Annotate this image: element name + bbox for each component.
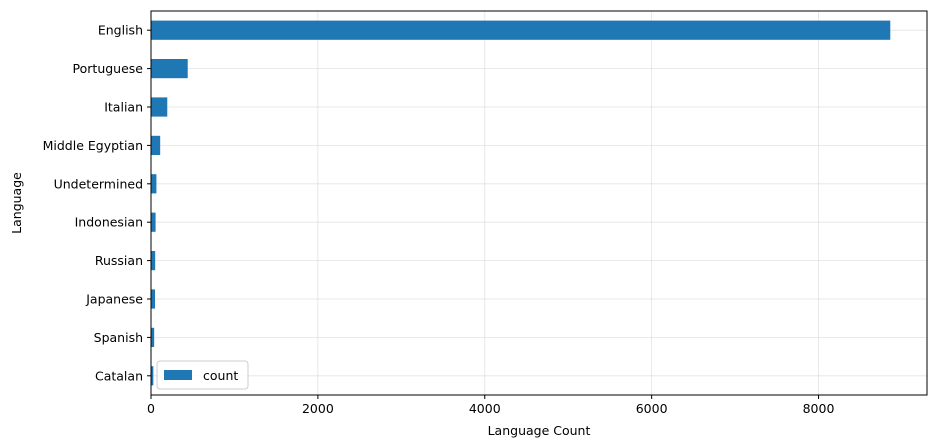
x-tick-label: 0	[147, 401, 155, 416]
legend-swatch	[164, 370, 192, 380]
y-tick-label: Middle Egyptian	[43, 138, 143, 153]
bar	[151, 289, 156, 309]
y-axis-label: Language	[9, 172, 24, 234]
bar	[151, 212, 156, 232]
bar	[151, 327, 155, 347]
bar	[151, 59, 188, 79]
y-axis-ticks: English Portuguese Italian Middle Egyptian U…	[43, 23, 151, 383]
x-axis-ticks: 0 2000 4000 6000 8000	[147, 395, 834, 416]
x-tick-label: 8000	[803, 401, 835, 416]
legend-label: count	[203, 368, 238, 383]
y-tick-label: Italian	[104, 100, 143, 115]
y-tick-label: Indonesian	[75, 215, 143, 230]
y-tick-label: Spanish	[94, 330, 143, 345]
y-tick-label: English	[98, 23, 143, 38]
plot-frame	[150, 10, 928, 396]
legend: count	[156, 360, 249, 390]
x-tick-label: 2000	[302, 401, 334, 416]
bar	[151, 174, 157, 194]
y-tick-label: Portuguese	[73, 61, 144, 76]
bar	[151, 20, 891, 40]
bar	[151, 366, 154, 386]
bar	[151, 135, 161, 155]
x-tick-label: 6000	[636, 401, 668, 416]
y-tick-label: Undetermined	[54, 176, 143, 191]
y-tick-label: Catalan	[95, 368, 143, 383]
x-tick-label: 4000	[469, 401, 501, 416]
y-tick-label: Russian	[95, 253, 143, 268]
bar	[151, 251, 156, 271]
grid-lines	[150, 11, 927, 395]
legend-box	[156, 360, 249, 390]
y-tick-label: Japanese	[85, 292, 143, 307]
x-axis-label: Language Count	[488, 423, 591, 438]
bars	[151, 20, 891, 386]
bar	[151, 97, 168, 117]
